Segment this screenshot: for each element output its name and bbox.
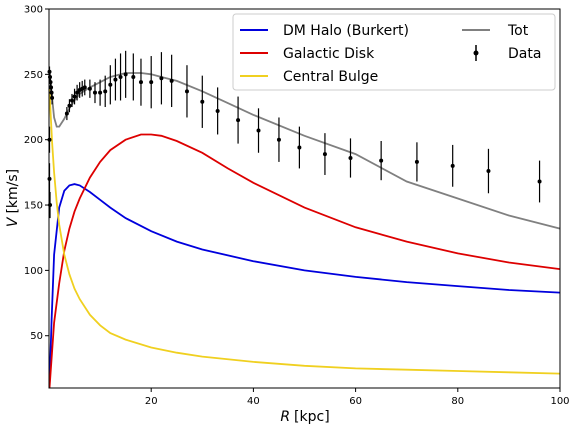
data-point [200,75,205,128]
data-point [169,54,174,108]
y-axis-ticks: 50 100 150 200 250 300 [24,5,49,342]
data-point [72,88,77,105]
data-point [184,65,189,118]
x-axis-title: R [kpc] [280,409,329,425]
x-axis-ticks: 20 40 60 80 100 [145,388,570,407]
x-axis-variable: R [280,409,290,425]
data-point [450,144,455,187]
data-point [159,52,164,105]
legend: DM Halo (Burkert) Galactic Disk Central … [232,13,556,91]
y-tick-label: 100 [24,266,43,277]
x-tick-label: 100 [550,396,569,407]
data-point [276,117,281,162]
data-point [113,58,118,101]
data-point [256,108,261,153]
legend-label-dm-halo: DM Halo (Burkert) [283,23,409,39]
data-point [98,79,103,106]
legend-box [232,13,556,91]
y-tick-label: 150 [24,201,43,212]
legend-label-tot: Tot [507,23,529,39]
data-point [82,79,87,96]
y-tick-label: 50 [30,331,43,342]
data-points [47,50,542,219]
data-point [103,75,108,108]
y-axis-unit: [km/s] [5,169,21,214]
data-point [348,138,353,178]
x-tick-label: 40 [247,396,260,407]
x-axis-unit: [kpc] [294,409,330,425]
series-line-dm-halo-burkert [48,183,561,386]
data-point [537,160,542,203]
legend-swatch-data [473,45,479,61]
x-tick-label: 60 [349,396,362,407]
legend-label-central-bulge: Central Bulge [283,69,378,85]
data-point [69,93,74,108]
data-point [87,79,92,98]
data-point [92,82,97,104]
x-tick-label: 80 [451,396,464,407]
y-tick-label: 200 [24,135,43,146]
data-point [108,65,113,105]
data-point [131,53,136,101]
y-axis-title: V [km/s] [5,169,21,227]
data-point [297,126,302,169]
y-axis-variable: V [5,216,21,227]
data-point [414,142,419,182]
data-point [67,99,72,113]
data-point [236,96,241,144]
data-point [138,58,143,106]
legend-label-galactic-disk: Galactic Disk [283,46,375,62]
y-tick-label: 250 [24,70,43,81]
data-point [75,84,80,101]
data-point [486,148,491,194]
data-point [149,56,154,109]
data-point [215,87,220,135]
series-line-galactic-disk [48,133,561,389]
y-tick-label: 300 [24,5,43,16]
plot-lines [48,72,561,389]
data-point [50,91,55,105]
data-point [322,133,327,175]
data-point [47,163,52,195]
series-line-central-bulge [48,87,561,375]
data-point [64,107,69,121]
plot-frame [48,8,561,389]
data-point [123,50,128,98]
data-point [379,140,384,181]
x-tick-label: 20 [145,396,158,407]
data-point [118,53,123,101]
legend-label-data: Data [508,46,541,62]
